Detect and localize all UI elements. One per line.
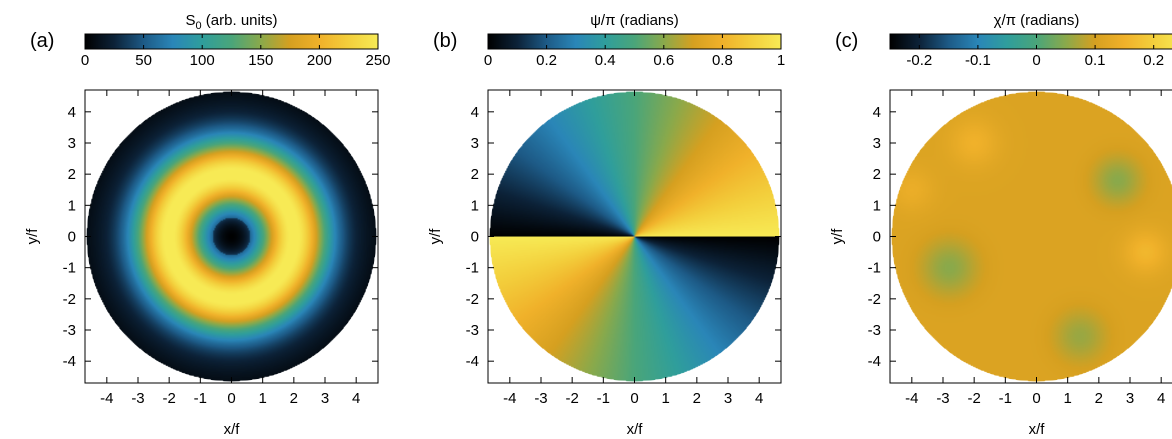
colorbar [84,33,379,50]
y-tick-label: 3 [873,135,881,152]
y-tick-label: 2 [873,166,881,183]
colorbar-title: ψ/π (radians) [590,12,679,29]
colorbar-tick-label: 0.8 [712,52,733,69]
y-tick-label: -3 [868,322,881,339]
x-tick-label: -2 [162,390,175,407]
colorbar-tick-label: 50 [135,52,152,69]
y-tick-label: 1 [873,197,881,214]
y-tick-label: 0 [471,229,479,246]
x-tick-label: 2 [693,390,701,407]
x-tick-label: -2 [565,390,578,407]
colorbar-title: χ/π (radians) [994,12,1080,29]
x-tick-label: -4 [100,390,113,407]
panel-label: (a) [30,30,54,52]
x-tick-label: -1 [194,390,207,407]
y-tick-label: 2 [471,166,479,183]
x-tick-label: 0 [227,390,235,407]
x-tick-label: 3 [1126,390,1134,407]
x-tick-label: 4 [755,390,763,407]
colorbar [487,33,782,50]
y-tick-label: 0 [68,229,76,246]
colorbar-tick-label: 0.2 [536,52,557,69]
colorbar-tick-label: 0 [81,52,89,69]
y-tick-label: 3 [471,135,479,152]
colorbar-tick-label: 1 [777,52,785,69]
y-tick-label: -4 [466,353,479,370]
y-tick-label: -1 [868,260,881,277]
x-tick-label: -3 [534,390,547,407]
colorbar-tick-label: 0 [1032,52,1040,69]
heatmap-image [86,91,377,382]
panel-c: (c) χ/π (radians) -0.2 -0.1 0 0.1 0.2 -4 -3 -2 -1 0… [829,12,1172,438]
panel-b: (b) ψ/π (radians) 0 0.2 0.4 0.6 0.8 1 -4 -3 -2 -1 0 1… [427,12,785,438]
panel-label: (c) [835,30,858,52]
colorbar-tick-label: 150 [248,52,273,69]
x-tick-label: 3 [321,390,329,407]
colorbar [889,33,1172,50]
colorbar-title: S0 (arb. units) [186,12,278,32]
heatmap-image [891,91,1172,382]
y-tick-label: 0 [873,229,881,246]
colorbar-tick-label: 100 [190,52,215,69]
colorbar-tick-label: 250 [365,52,390,69]
colorbar-tick-label: 200 [307,52,332,69]
x-tick-label: -4 [905,390,918,407]
x-tick-label: -2 [967,390,980,407]
y-tick-label: 4 [471,104,479,121]
y-tick-label: -1 [466,260,479,277]
x-tick-label: -1 [597,390,610,407]
x-axis-label: x/f [224,421,241,438]
colorbar-tick-label: -0.2 [906,52,932,69]
x-tick-label: 1 [1063,390,1071,407]
y-axis-label: y/f [24,228,41,245]
y-tick-label: -2 [466,291,479,308]
y-axis-label: y/f [427,228,444,245]
x-tick-label: -4 [503,390,516,407]
y-tick-label: -4 [63,353,76,370]
panel-label: (b) [433,30,457,52]
colorbar-tick-label: 0.1 [1085,52,1106,69]
y-tick-label: 4 [68,104,76,121]
x-tick-label: -3 [936,390,949,407]
y-tick-label: -2 [868,291,881,308]
x-axis-label: x/f [627,421,644,438]
y-tick-label: 1 [68,197,76,214]
y-tick-label: 1 [471,197,479,214]
panel-a: (a)S0 (arb. units)0 50 100 150 200 250-4 -3 -2-… [24,12,391,438]
y-tick-label: -3 [466,322,479,339]
colorbar-tick-label: 0 [484,52,492,69]
x-tick-label: 4 [1157,390,1165,407]
x-tick-label: -3 [131,390,144,407]
x-tick-label: 2 [1095,390,1103,407]
y-tick-label: -2 [63,291,76,308]
x-tick-label: 0 [1032,390,1040,407]
x-tick-label: 3 [724,390,732,407]
y-tick-label: 3 [68,135,76,152]
x-tick-label: -1 [999,390,1012,407]
y-axis-label: y/f [829,228,846,245]
x-tick-label: 1 [258,390,266,407]
x-axis-label: x/f [1029,421,1046,438]
y-tick-label: -4 [868,353,881,370]
y-tick-label: 2 [68,166,76,183]
x-tick-label: 1 [661,390,669,407]
x-tick-label: 2 [290,390,298,407]
x-tick-label: 4 [352,390,360,407]
y-tick-label: 4 [873,104,881,121]
colorbar-tick-label: 0.4 [595,52,616,69]
colorbar-tick-label: 0.6 [653,52,674,69]
colorbar-tick-label: -0.1 [965,52,991,69]
colorbar-tick-label: 0.2 [1143,52,1164,69]
heatmap-image [489,91,780,382]
y-tick-label: -1 [63,260,76,277]
y-tick-label: -3 [63,322,76,339]
x-tick-label: 0 [630,390,638,407]
